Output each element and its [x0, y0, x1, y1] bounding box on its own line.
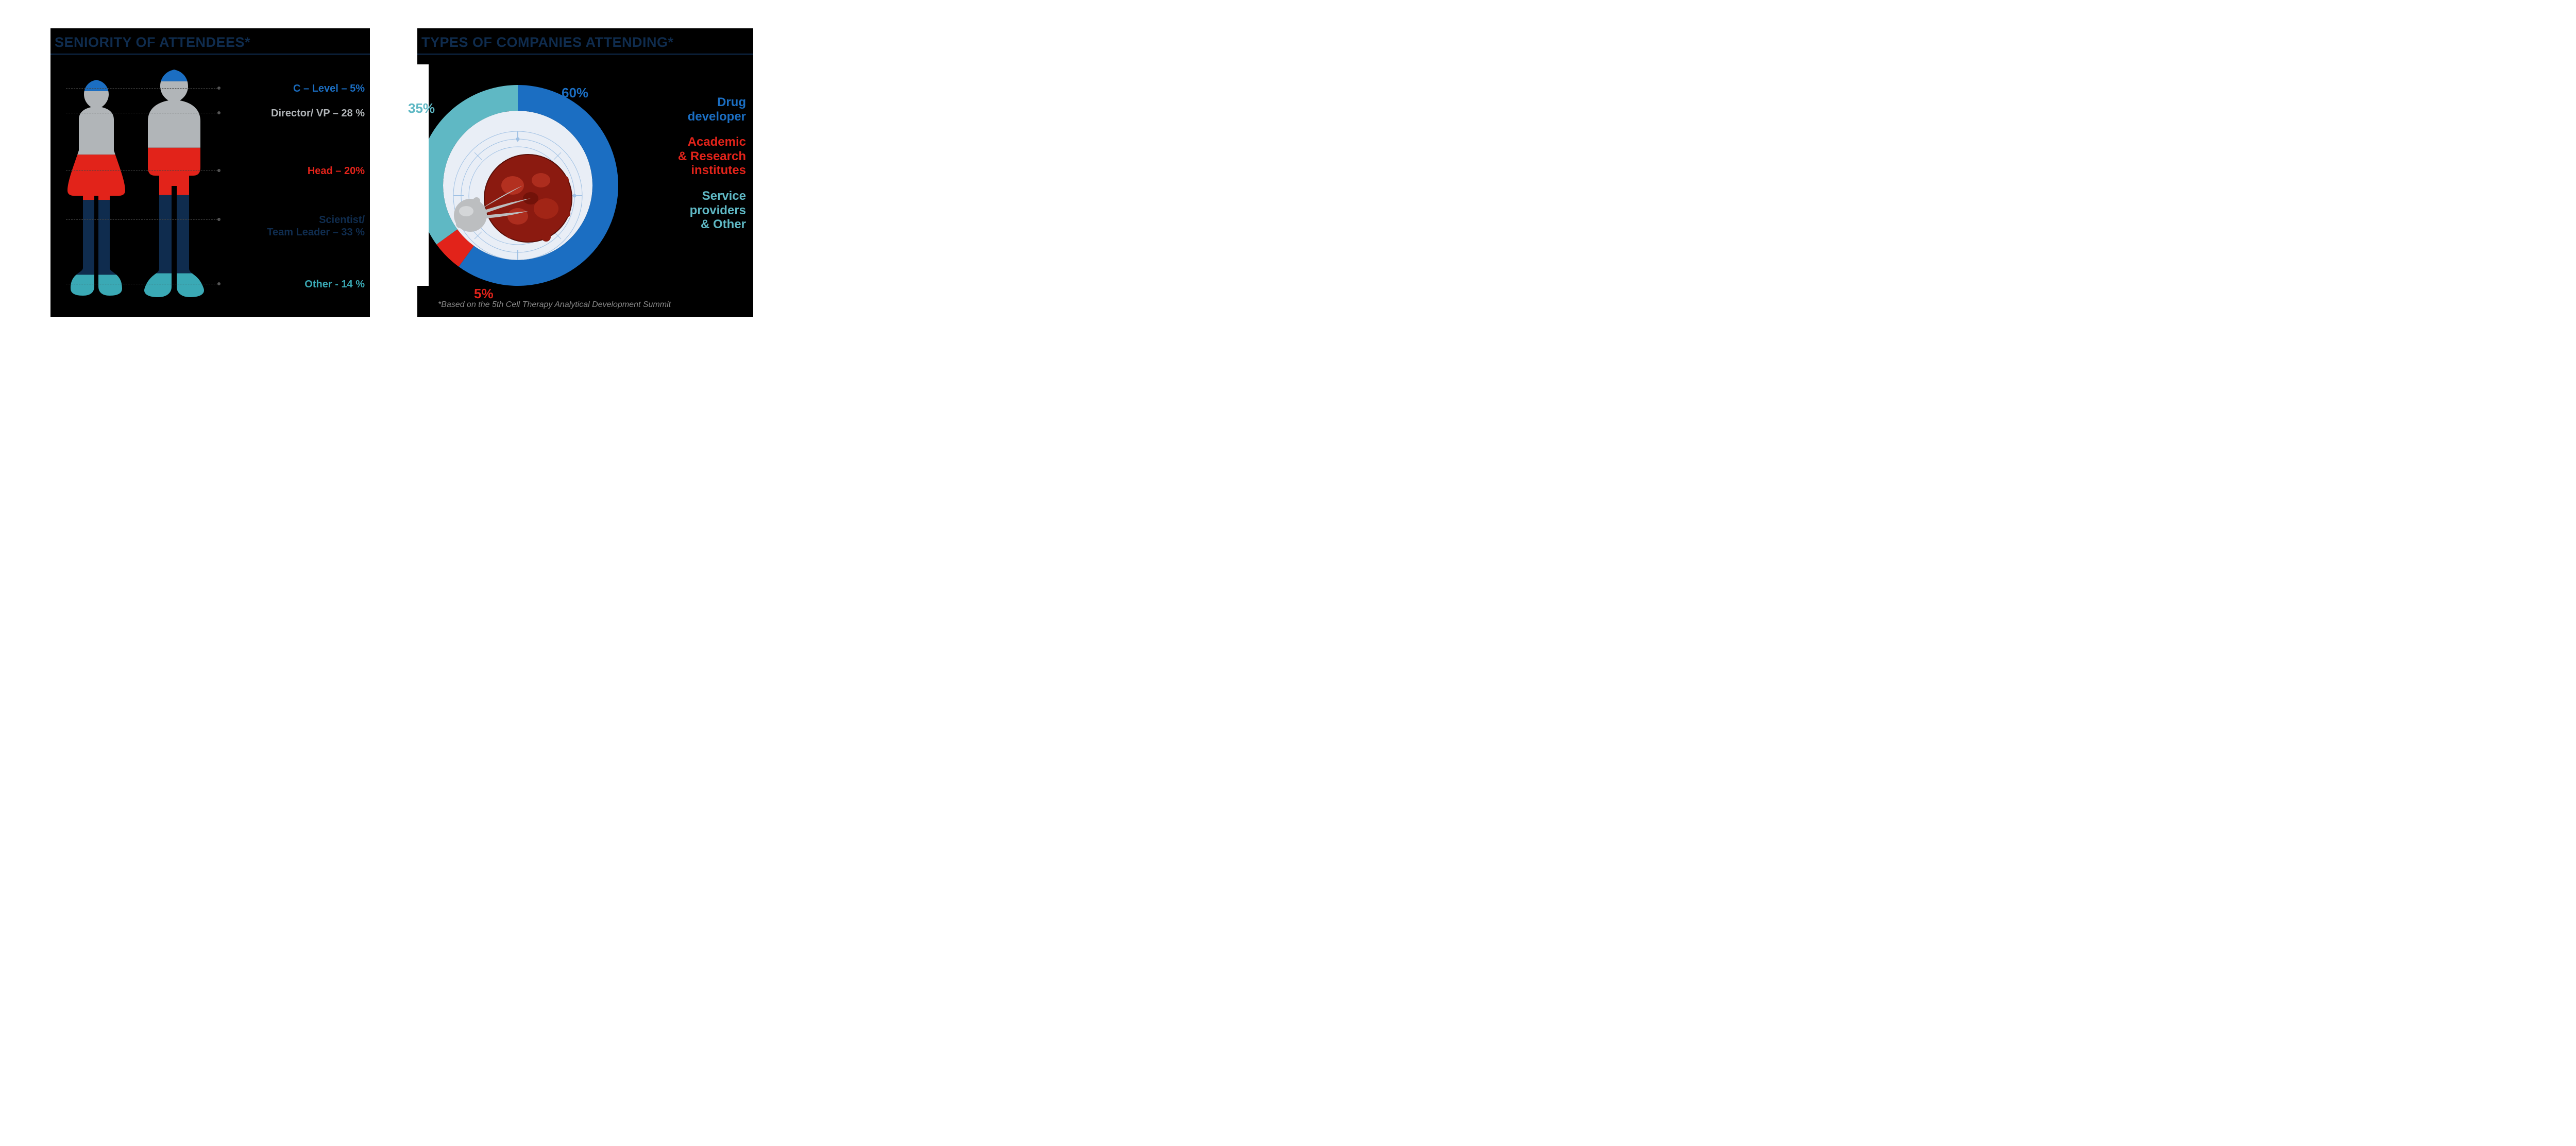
seniority-row: Scientist/Team Leader – 33 %	[226, 214, 365, 238]
legend-item: Drugdeveloper	[653, 95, 746, 124]
seniority-title: SENIORITY OF ATTENDEES*	[50, 28, 370, 55]
seniority-row: C – Level – 5%	[226, 82, 365, 95]
legend-item: Serviceproviders& Other	[653, 189, 746, 232]
donut-pct-label: 5%	[474, 286, 494, 302]
companies-title: TYPES OF COMPANIES ATTENDING*	[417, 28, 753, 55]
seniority-panel: SENIORITY OF ATTENDEES*	[50, 28, 370, 317]
companies-donut-chart: 60%5%35%	[407, 64, 629, 286]
donut-pct-label: 60%	[562, 85, 588, 101]
seniority-row: Head – 20%	[226, 165, 365, 177]
seniority-label: Scientist/Team Leader – 33 %	[226, 214, 365, 238]
seniority-labels: C – Level – 5% Director/ VP – 28 % Head – …	[226, 67, 365, 309]
seniority-label: Director/ VP – 28 %	[226, 107, 365, 119]
companies-legend: Drugdeveloper Academic& Researchinstitute…	[653, 95, 746, 243]
seniority-label: Head – 20%	[226, 165, 365, 177]
seniority-label: C – Level – 5%	[226, 82, 365, 95]
cell-attack-image	[446, 124, 590, 268]
seniority-row: Other - 14 %	[226, 278, 365, 290]
companies-panel: TYPES OF COMPANIES ATTENDING*	[417, 28, 753, 317]
people-silhouette-chart	[61, 64, 210, 306]
seniority-row: Director/ VP – 28 %	[226, 107, 365, 119]
donut-pct-label: 35%	[408, 100, 435, 116]
seniority-label: Other - 14 %	[226, 278, 365, 290]
legend-item: Academic& Researchinstitutes	[653, 135, 746, 178]
silhouette-male	[133, 70, 210, 306]
silhouette-female	[61, 80, 128, 306]
footnote-text: *Based on the 5th Cell Therapy Analytica…	[438, 300, 671, 310]
